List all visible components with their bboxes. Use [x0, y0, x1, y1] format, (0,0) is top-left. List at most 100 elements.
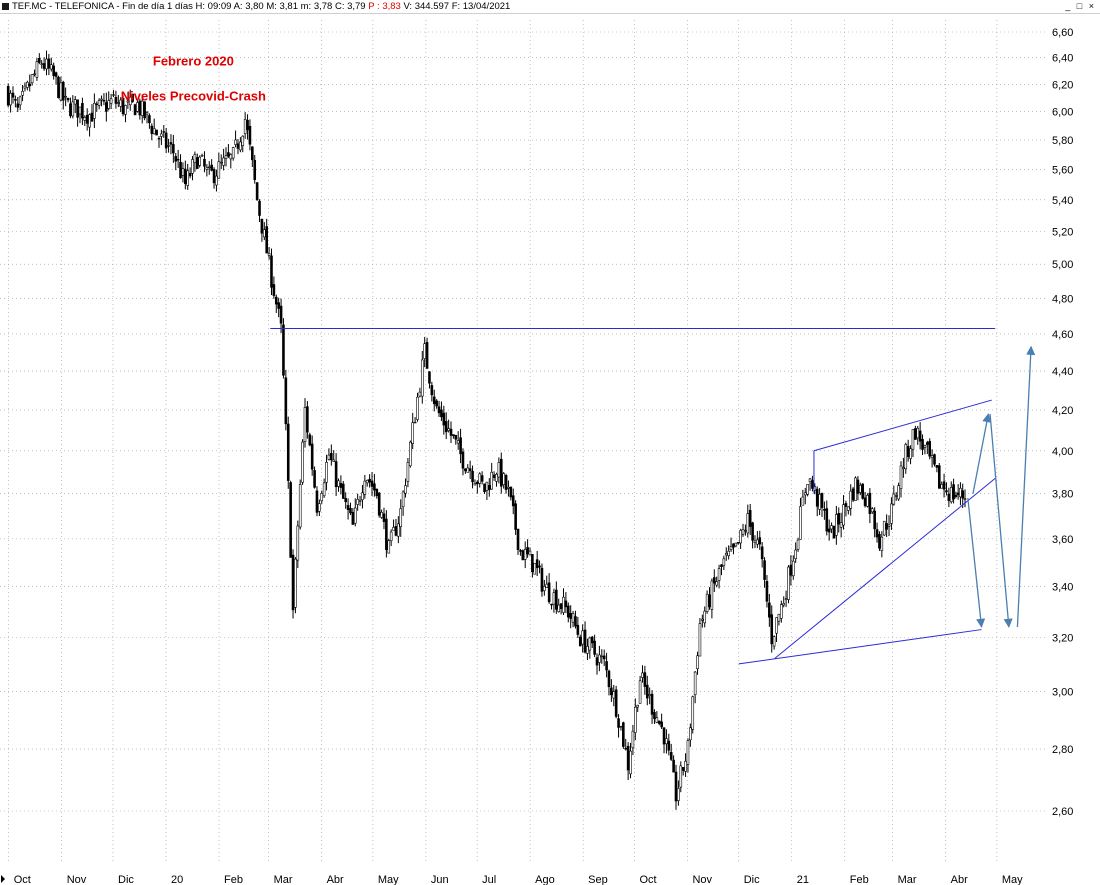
y-tick-label: 4,40: [1052, 366, 1073, 378]
candle-body: [191, 159, 194, 174]
candle-body: [184, 168, 187, 184]
candle-body: [562, 596, 565, 613]
close-button[interactable]: ×: [1088, 1, 1096, 11]
candle-body: [313, 470, 316, 488]
candle-body: [385, 518, 388, 550]
candle-body: [363, 480, 367, 495]
candle-body: [791, 560, 795, 577]
candle-body: [686, 740, 690, 765]
candle-body: [583, 629, 587, 653]
x-tick-label: May: [378, 874, 399, 885]
window-title: TEF.MC - TELEFONICA - Fin de día 1 días …: [12, 0, 510, 13]
candle-body: [35, 61, 39, 78]
candle-body: [511, 495, 515, 507]
candle-body: [260, 218, 264, 234]
candle-body: [188, 173, 192, 177]
triangle-trendline: [738, 629, 982, 665]
annotation-text: Febrero 2020: [153, 54, 234, 69]
candle-body: [430, 385, 434, 396]
candle-body: [310, 443, 314, 470]
x-tick-label: Dic: [118, 874, 134, 885]
candle-body: [870, 508, 874, 513]
candle-body: [552, 592, 556, 605]
candle-body: [622, 722, 625, 747]
candle-body: [229, 154, 233, 160]
candle-body: [145, 112, 149, 115]
candle-body: [758, 537, 762, 545]
candle-body: [746, 513, 750, 534]
candle-body: [487, 485, 491, 491]
candle-body: [882, 520, 886, 536]
candle-body: [768, 602, 771, 618]
candle-body: [902, 467, 905, 469]
candle-body: [842, 504, 845, 526]
candle-body: [885, 523, 888, 530]
x-tick-label: Feb: [224, 874, 243, 885]
candle-body: [377, 492, 381, 516]
candle-body: [28, 83, 32, 87]
candle-body: [181, 168, 185, 176]
candle-body: [413, 421, 417, 424]
candle-body: [57, 76, 60, 99]
projection-arrow: [972, 413, 992, 494]
candle-body: [140, 100, 144, 116]
candle-body: [294, 558, 297, 608]
y-tick-label: 2,80: [1052, 744, 1073, 756]
candle-body: [461, 451, 465, 469]
candle-body: [796, 539, 800, 550]
candle-body: [382, 513, 386, 522]
candle-body: [42, 63, 46, 69]
candle-body: [710, 580, 714, 610]
candle-body: [406, 462, 410, 482]
x-tick-label: Mar: [898, 874, 917, 885]
candle-body: [23, 85, 27, 89]
candle-body: [152, 128, 156, 135]
candle-body: [248, 125, 252, 145]
minimize-button[interactable]: _: [1065, 1, 1073, 11]
candle-body: [684, 760, 687, 772]
candle-body: [258, 200, 261, 216]
candlestick-series: [6, 50, 967, 810]
maximize-button[interactable]: □: [1076, 1, 1085, 11]
x-tick-label: 20: [171, 874, 183, 885]
candle-body: [172, 144, 175, 154]
candle-body: [756, 539, 759, 545]
candle-body: [626, 745, 630, 771]
candle-body: [330, 452, 333, 461]
candle-body: [95, 103, 99, 106]
candle-body: [420, 359, 424, 397]
candle-body: [392, 527, 395, 531]
candle-body: [212, 169, 216, 184]
candle-body: [231, 147, 235, 159]
candle-body: [255, 182, 259, 201]
candle-body: [162, 131, 166, 133]
candle-body: [614, 689, 618, 717]
candle-body: [193, 154, 197, 163]
candle-body: [38, 57, 41, 63]
candle-body: [418, 391, 422, 397]
candle-body: [942, 481, 946, 490]
candle-body: [327, 454, 331, 460]
candle-body: [574, 616, 577, 627]
window-menu-icon[interactable]: [2, 3, 9, 10]
candle-body: [286, 423, 290, 481]
candle-body: [234, 139, 237, 145]
candle-body: [823, 509, 826, 511]
x-tick-label: Sep: [588, 874, 608, 885]
candle-body: [456, 440, 460, 444]
candle-body: [409, 441, 412, 467]
candle-body: [131, 93, 134, 102]
window-controls: _ □ ×: [1065, 0, 1096, 13]
candle-body: [16, 103, 20, 108]
candle-body: [681, 767, 685, 771]
candle-body: [272, 284, 276, 296]
candle-body: [933, 454, 936, 465]
candle-body: [947, 493, 951, 501]
candle-body: [356, 499, 359, 505]
candle-body: [349, 507, 352, 514]
candle-body: [729, 546, 733, 551]
candle-body: [801, 496, 805, 506]
candle-body: [476, 481, 479, 485]
candle-body: [727, 550, 730, 557]
